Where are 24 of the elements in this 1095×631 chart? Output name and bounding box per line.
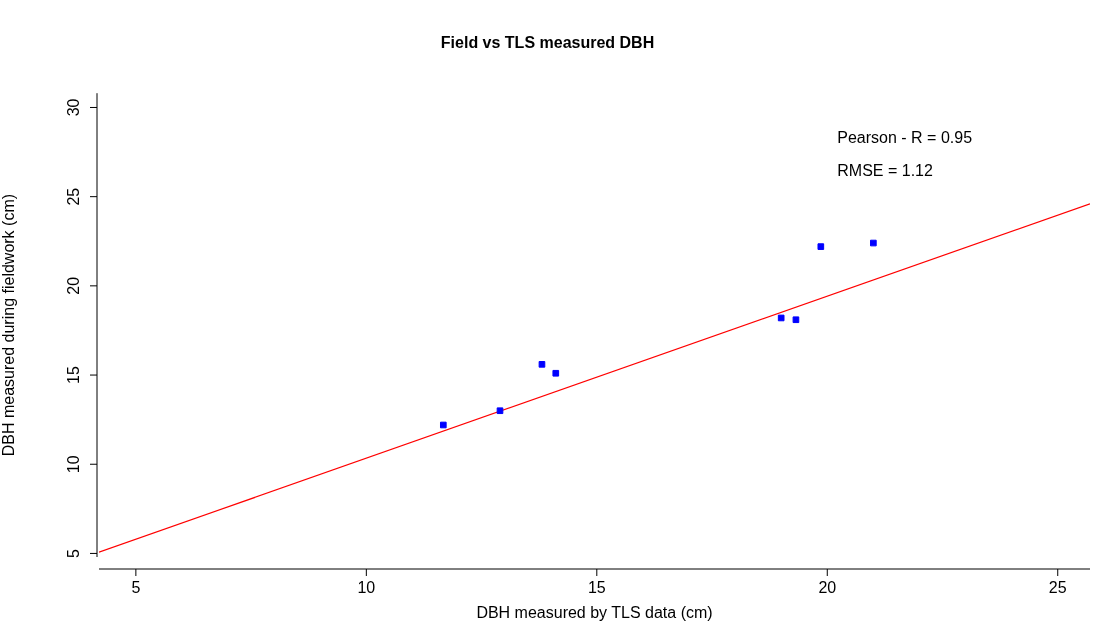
- y-tick-label: 5: [65, 548, 83, 558]
- point: [777, 314, 785, 322]
- point: [496, 407, 504, 415]
- y-tick-label: 25: [65, 187, 83, 206]
- point: [552, 369, 560, 377]
- y-tick-label: 20: [65, 276, 83, 295]
- annotation: Pearson - R = 0.95: [837, 128, 973, 146]
- point: [439, 421, 447, 429]
- x-tick-label: 5: [131, 579, 141, 597]
- point: [792, 316, 800, 324]
- chart-title: Field vs TLS measured DBH: [440, 34, 655, 52]
- point: [817, 243, 825, 250]
- x-tick-label: 25: [1048, 579, 1067, 597]
- point: [870, 239, 877, 247]
- x-tick-label: 10: [357, 579, 376, 597]
- y-axis-title: DBH measured during fieldwork (cm): [0, 193, 18, 457]
- y-tick-label: 10: [65, 455, 83, 474]
- y-tick-label: 15: [65, 366, 83, 384]
- x-axis-title: DBH measured by TLS data (cm): [476, 603, 713, 621]
- x-tick-label: 20: [818, 579, 837, 597]
- x-tick-label: 15: [587, 579, 606, 597]
- y-tick-label: 30: [65, 98, 83, 117]
- annotation: RMSE = 1.12: [837, 161, 933, 179]
- point: [538, 361, 546, 368]
